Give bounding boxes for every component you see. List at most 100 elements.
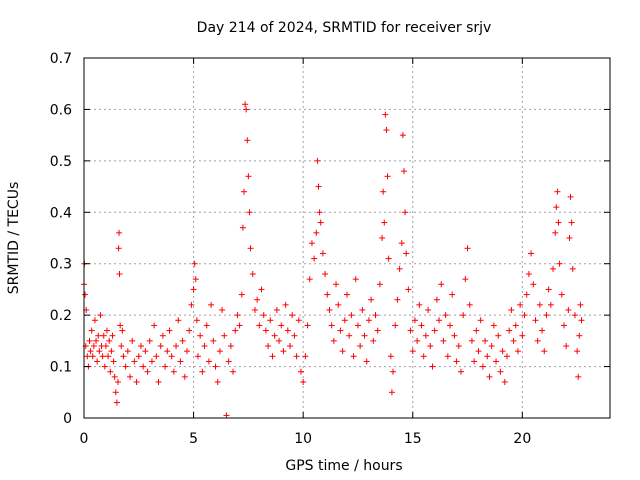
- data-point: [131, 358, 138, 365]
- data-point: [368, 296, 375, 303]
- data-point: [512, 322, 519, 329]
- data-point: [558, 291, 565, 298]
- data-point: [118, 343, 125, 349]
- data-point: [479, 363, 486, 370]
- data-point: [249, 271, 256, 277]
- data-point: [363, 358, 370, 365]
- data-point: [477, 317, 484, 324]
- data-point: [490, 322, 497, 329]
- y-tick-label: 0.5: [50, 154, 72, 170]
- data-point: [244, 137, 251, 144]
- data-point: [566, 235, 573, 241]
- x-tick-label: 15: [404, 431, 422, 447]
- data-point: [525, 271, 532, 277]
- data-point: [571, 312, 578, 319]
- y-tick-label: 0.7: [50, 51, 72, 67]
- data-point: [495, 332, 502, 339]
- y-tick-label: 0.4: [50, 205, 72, 221]
- data-point: [380, 188, 387, 195]
- data-point: [382, 111, 389, 118]
- data-point: [519, 332, 526, 339]
- data-point: [188, 301, 195, 308]
- data-point: [569, 265, 576, 272]
- data-point: [554, 188, 561, 195]
- data-point: [523, 291, 530, 298]
- data-point: [212, 363, 219, 370]
- data-point: [326, 307, 333, 313]
- data-point: [429, 363, 436, 370]
- data-point: [407, 327, 414, 334]
- data-point: [256, 322, 263, 329]
- data-point: [414, 337, 421, 344]
- data-point: [381, 219, 388, 226]
- data-point: [166, 327, 173, 334]
- data-point: [348, 312, 355, 319]
- data-point: [420, 353, 427, 360]
- data-point: [111, 373, 118, 380]
- data-point: [199, 368, 206, 375]
- data-point: [398, 240, 405, 247]
- chart-title: Day 214 of 2024, SRMTID for receiver srj…: [197, 20, 492, 36]
- data-point: [578, 317, 585, 324]
- data-point: [462, 276, 469, 283]
- y-tick-label: 0.6: [50, 102, 72, 118]
- data-point: [543, 312, 550, 319]
- data-point: [436, 317, 443, 324]
- data-point: [359, 307, 366, 313]
- data-point: [514, 348, 521, 355]
- data-point: [508, 307, 515, 313]
- data-point: [431, 327, 438, 334]
- data-point: [234, 312, 241, 319]
- data-point: [93, 337, 100, 344]
- data-point: [396, 265, 403, 272]
- data-point: [438, 281, 445, 288]
- data-point: [473, 327, 480, 334]
- data-point: [267, 317, 274, 324]
- data-point: [510, 337, 517, 344]
- data-point: [205, 358, 212, 365]
- data-point: [374, 327, 381, 334]
- data-point: [246, 209, 253, 216]
- data-point: [227, 343, 234, 349]
- data-point: [383, 127, 390, 133]
- data-point: [464, 245, 471, 252]
- y-tick-label: 0.1: [50, 360, 72, 376]
- data-point: [179, 337, 186, 344]
- data-point: [319, 250, 326, 257]
- data-point: [449, 291, 456, 298]
- data-point: [135, 353, 142, 360]
- data-point: [242, 101, 249, 108]
- data-point: [411, 317, 418, 324]
- data-point: [372, 312, 379, 319]
- data-point: [88, 327, 95, 334]
- data-point: [308, 240, 315, 247]
- data-point: [354, 322, 361, 329]
- data-point: [488, 343, 495, 349]
- data-point: [278, 322, 285, 329]
- data-point: [568, 219, 575, 226]
- data-point: [173, 343, 180, 349]
- y-tick-label: 0.3: [50, 257, 72, 273]
- data-point: [405, 286, 412, 293]
- data-point: [333, 281, 340, 288]
- data-point: [493, 358, 500, 365]
- data-point: [232, 327, 239, 334]
- data-point: [328, 322, 335, 329]
- data-point: [201, 343, 208, 349]
- data-point: [96, 348, 103, 355]
- data-point: [91, 317, 98, 324]
- x-tick-label: 10: [294, 431, 312, 447]
- data-point: [552, 229, 559, 236]
- data-point: [239, 224, 246, 231]
- data-point: [115, 245, 122, 252]
- data-point: [245, 173, 252, 180]
- data-point: [144, 368, 151, 375]
- data-point: [89, 353, 96, 360]
- data-point: [304, 322, 311, 329]
- data-point: [311, 255, 318, 262]
- data-point: [82, 291, 89, 298]
- data-point: [260, 312, 267, 319]
- data-point: [295, 317, 302, 324]
- data-point: [140, 363, 147, 370]
- data-point: [251, 307, 258, 313]
